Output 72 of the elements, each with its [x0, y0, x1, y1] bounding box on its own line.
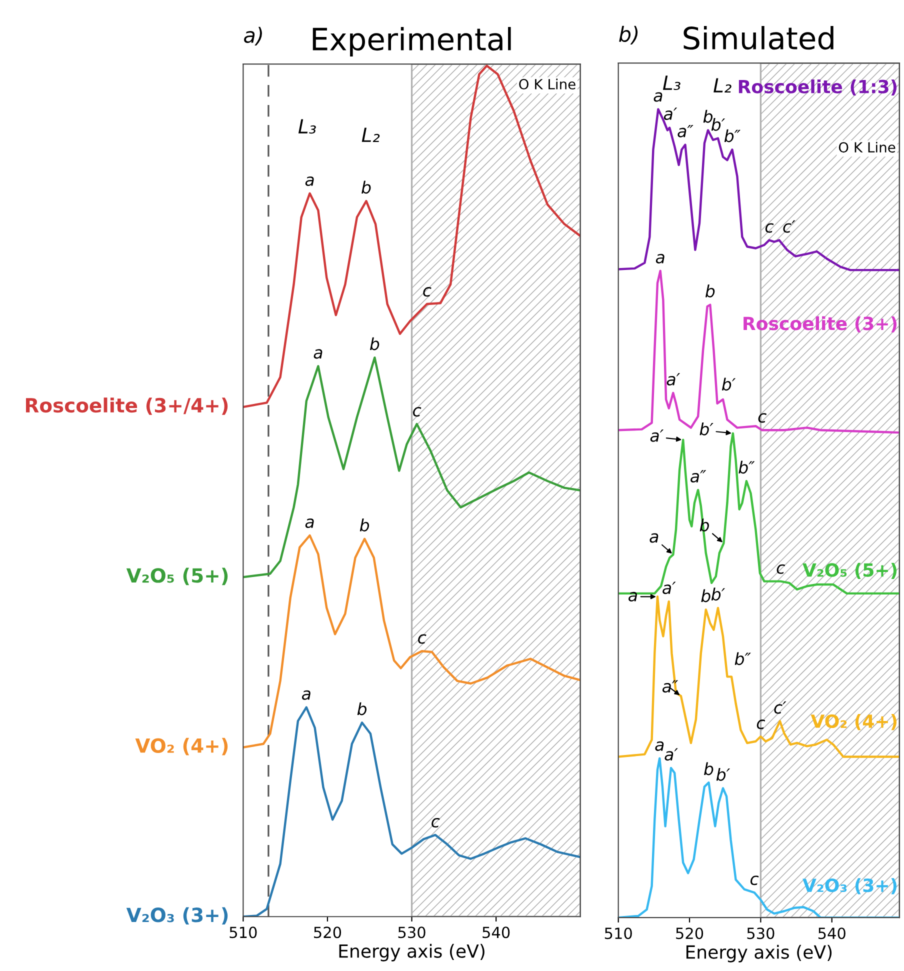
x-tick-label: 520 [314, 926, 342, 938]
series-label: VO₂ (4+) [810, 714, 897, 730]
annotation: a [628, 592, 637, 602]
annotation: a [302, 690, 310, 700]
series-label: V₂O₅ (5+) [126, 568, 228, 586]
annotation: b″ [738, 460, 755, 474]
annotation: b [703, 110, 713, 123]
annotation: b [704, 762, 714, 776]
annotation: a [650, 533, 658, 543]
annotation: c [418, 634, 426, 644]
annotation: c′ [783, 220, 796, 233]
annotation: c [776, 564, 785, 574]
annotation: c [432, 818, 440, 828]
annotation: a′ [664, 748, 678, 761]
series-label: V₂O₃ (3+) [126, 907, 228, 925]
annotation: b″ [724, 129, 741, 142]
annotation: a′ [666, 373, 680, 386]
annotation: L₃ [298, 119, 316, 134]
series-label: V₂O₃ (3+) [802, 878, 897, 894]
text: Roscoelite (1:3) [738, 79, 897, 96]
annotation: a′ [662, 582, 676, 594]
annotation: a″ [678, 124, 694, 138]
chart-title: Experimental [312, 26, 511, 57]
text: L₃ [662, 76, 680, 90]
annotation: c [756, 720, 766, 730]
x-axis-title: Energy axis (eV) [686, 944, 832, 962]
annotation: b′ [711, 118, 726, 131]
series-label: Roscoelite (3+) [744, 316, 897, 332]
x-tick-label: 510 [604, 928, 632, 940]
annotation: b [362, 180, 371, 194]
annotation: b′ [700, 422, 714, 436]
annotation: c [765, 223, 774, 233]
series-label: Roscoelite (3+/4+) [26, 398, 228, 415]
band-label: O K Line [838, 142, 896, 153]
annotation: b [370, 337, 380, 350]
annotation: a [305, 518, 314, 528]
annotation: a′ [650, 430, 664, 442]
x-axis-title: Energy axis (eV) [339, 944, 484, 962]
annotation: a″ [690, 470, 706, 483]
annotation: L₂ [362, 128, 380, 142]
annotation: c′ [774, 701, 786, 714]
x-tick-label: 530 [398, 926, 426, 938]
text: b) [619, 26, 638, 44]
x-tick-label: 540 [482, 926, 510, 938]
chart-title: Simulated [684, 26, 834, 50]
annotation: a [654, 92, 662, 102]
annotation: c [750, 876, 759, 886]
annotation: a [305, 176, 314, 186]
annotation: c [758, 413, 766, 423]
annotation: b [701, 589, 710, 602]
annotation: b″ [734, 652, 751, 666]
band-label: O K Line [519, 78, 576, 90]
annotation: b [360, 518, 370, 532]
x-tick-label: 540 [818, 928, 846, 940]
annotation: b′ [716, 768, 730, 781]
annotation: a′ [664, 108, 678, 120]
annotation: a [655, 741, 664, 751]
annotation: b′ [722, 378, 736, 391]
annotation: b [705, 284, 715, 298]
x-tick-label: 520 [676, 928, 704, 940]
x-tick-label: 510 [230, 926, 257, 938]
annotation: a [314, 349, 322, 359]
series-label: VO₂ (4+) [135, 738, 228, 756]
text: a) [244, 26, 262, 46]
series-label: V₂O₅ (5+) [802, 562, 897, 579]
annotation: c [423, 287, 432, 297]
text: L₂ [714, 78, 732, 92]
x-tick-label: 530 [747, 928, 774, 940]
annotation: b′ [711, 588, 726, 601]
annotation: a [656, 254, 664, 264]
annotation: c [413, 407, 422, 417]
annotation: b [357, 702, 367, 716]
